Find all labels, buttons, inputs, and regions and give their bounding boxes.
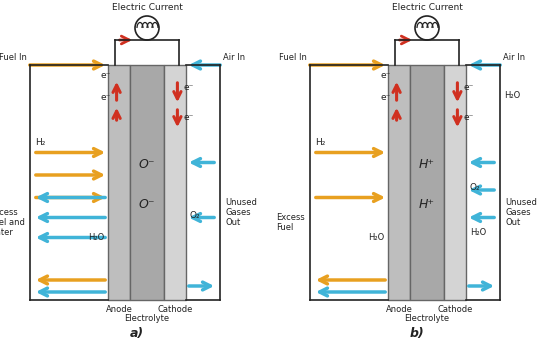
Text: H₂O: H₂O (504, 91, 520, 99)
Text: H₂: H₂ (315, 138, 325, 147)
Text: e⁻: e⁻ (184, 113, 194, 121)
Text: Anode: Anode (385, 305, 413, 314)
Text: O⁻: O⁻ (139, 158, 155, 171)
Text: Electrolyte: Electrolyte (124, 314, 170, 323)
Text: Electric Current: Electric Current (392, 3, 462, 12)
Text: O₂: O₂ (470, 184, 481, 192)
Bar (130, 65, 164, 300)
Text: e⁻: e⁻ (380, 93, 390, 102)
Bar (444, 65, 466, 300)
Text: Air In: Air In (223, 53, 245, 61)
Text: H₂O: H₂O (368, 233, 384, 242)
Text: H⁺: H⁺ (419, 198, 435, 211)
Text: a): a) (130, 327, 144, 339)
Text: H₂: H₂ (35, 138, 45, 147)
Text: Fuel In: Fuel In (0, 53, 27, 61)
Text: e⁻: e⁻ (380, 71, 390, 80)
Text: Unused
Gases
Out: Unused Gases Out (225, 198, 257, 228)
Text: e⁻: e⁻ (100, 71, 111, 80)
Text: b): b) (410, 327, 424, 339)
Text: e⁻: e⁻ (184, 82, 194, 92)
Text: Fuel In: Fuel In (279, 53, 307, 61)
Text: Anode: Anode (106, 305, 132, 314)
Text: H⁺: H⁺ (419, 158, 435, 171)
Bar (410, 65, 444, 300)
Text: e⁻: e⁻ (463, 113, 474, 121)
Text: H₂O: H₂O (88, 233, 104, 242)
Text: Excess
Fuel: Excess Fuel (276, 213, 305, 232)
Text: Electric Current: Electric Current (112, 3, 182, 12)
Text: e⁻: e⁻ (463, 82, 474, 92)
Bar (388, 65, 410, 300)
Text: Electrolyte: Electrolyte (404, 314, 450, 323)
Text: e⁻: e⁻ (100, 93, 111, 102)
Bar (108, 65, 130, 300)
Bar (164, 65, 186, 300)
Text: Cathode: Cathode (157, 305, 192, 314)
Text: O⁻: O⁻ (139, 198, 155, 211)
Text: H₂O: H₂O (470, 228, 486, 237)
Text: Unused
Gases
Out: Unused Gases Out (505, 198, 537, 228)
Text: O₂: O₂ (190, 211, 201, 220)
Text: Cathode: Cathode (437, 305, 473, 314)
Text: Excess
Fuel and
Water: Excess Fuel and Water (0, 208, 25, 237)
Text: Air In: Air In (503, 53, 525, 61)
